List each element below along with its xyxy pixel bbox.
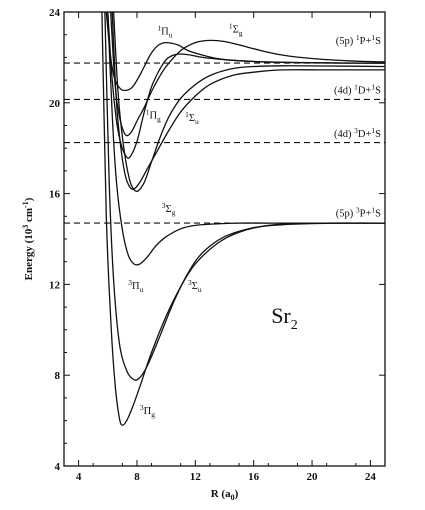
- asymptote-prefix: (5p): [336, 208, 356, 219]
- x-tick-label: 16: [248, 471, 260, 483]
- state-label-1u-sigma: 1Σu: [185, 110, 199, 126]
- state-label-sup: 3: [140, 403, 144, 412]
- asymptote-sup1: 3: [354, 126, 358, 135]
- state-label-symbol: Σ: [192, 281, 198, 292]
- asymptote-sup2: 1: [371, 33, 375, 42]
- state-label-sup: 3: [162, 201, 166, 210]
- y-tick-label: 24: [49, 7, 61, 19]
- molecule-label: Sr2: [271, 303, 298, 333]
- state-label-sup: 1: [157, 24, 161, 33]
- state-label-sup: 3: [188, 278, 192, 287]
- state-label-sub: u: [169, 31, 173, 40]
- ticks-layer: [64, 11, 386, 467]
- asymptote-prefix: (4d): [334, 129, 354, 140]
- y-axis-title-sup2: -1: [21, 201, 30, 208]
- curve-1u-sigma: [112, 12, 385, 192]
- state-label-3g-sigma: 3Σg: [162, 201, 176, 217]
- curves-layer: [101, 12, 385, 426]
- y-axis-title-main: Energy (10: [23, 228, 35, 280]
- asymptote-sup2: 1: [371, 83, 375, 92]
- x-axis-title-sub: 0: [231, 493, 235, 502]
- asymptote-term1: P+: [360, 36, 372, 47]
- x-tick-label: 12: [190, 471, 202, 483]
- molecule-label-sub: 2: [291, 318, 298, 333]
- asymptote-term2: S: [375, 36, 381, 47]
- asymptote-term2: S: [375, 129, 381, 140]
- asymptote-label-0: (5p) 1P+1S: [336, 33, 381, 47]
- asymptote-term1: D+: [358, 86, 372, 97]
- asymptote-label-2: (4d) 3D+1S: [334, 126, 381, 140]
- asymptote-sup1: 3: [356, 205, 360, 214]
- asymptote-sup2: 1: [371, 205, 375, 214]
- state-label-sup: 3: [128, 278, 132, 287]
- state-label-sub: u: [198, 285, 202, 294]
- state-label-symbol: Π: [132, 281, 140, 292]
- curve-1g-sigma: [110, 12, 385, 137]
- x-tick-label: 24: [365, 471, 377, 483]
- y-axis-title-close: ): [23, 197, 35, 201]
- y-tick-label: 12: [49, 279, 61, 291]
- state-label-sub: g: [157, 115, 161, 124]
- state-label-sub: u: [140, 285, 144, 294]
- state-label-3g-pi: 3Πg: [140, 403, 155, 419]
- state-label-symbol: Σ: [189, 113, 195, 124]
- x-axis-title: R (a0): [211, 488, 239, 502]
- y-tick-label: 8: [55, 370, 61, 382]
- asymptote-sup1: 1: [356, 33, 360, 42]
- state-label-3u-pi: 3Πu: [128, 278, 143, 294]
- state-label-sub: g: [151, 410, 155, 419]
- state-label-sub: g: [172, 208, 176, 217]
- y-tick-label: 16: [49, 189, 61, 201]
- molecule-label-main: Sr: [271, 303, 291, 328]
- state-label-symbol: Σ: [166, 204, 172, 215]
- asymptote-lines-layer: [64, 62, 385, 224]
- x-tick-label: 20: [307, 471, 319, 483]
- state-label-sub: u: [195, 117, 199, 126]
- asymptote-term1: P+: [360, 208, 372, 219]
- state-label-1g-sigma: 1Σg: [229, 21, 243, 37]
- labels-layer: (5p) 1P+1S(4d) 1D+1S(4d) 3D+1S(5p) 3P+1S…: [21, 7, 381, 502]
- x-axis-title-main: R (a: [211, 488, 231, 500]
- asymptote-label-1: (4d) 1D+1S: [334, 83, 381, 97]
- asymptote-prefix: (4d): [334, 86, 354, 97]
- asymptote-term2: S: [375, 208, 381, 219]
- state-label-sub: g: [239, 28, 243, 37]
- asymptote-sup1: 1: [354, 83, 358, 92]
- curve-3u-pi: [104, 12, 385, 381]
- y-axis-title: Energy (103 cm-1): [21, 197, 35, 280]
- state-label-symbol: Π: [149, 111, 157, 122]
- y-axis-title-unit: cm: [23, 208, 35, 225]
- state-label-sup: 1: [229, 21, 233, 30]
- asymptote-sup2: 1: [371, 126, 375, 135]
- asymptote-label-3: (5p) 3P+1S: [336, 205, 381, 219]
- y-tick-label: 20: [49, 98, 61, 110]
- curve-1u-pi: [105, 12, 385, 92]
- state-label-symbol: Σ: [233, 24, 239, 35]
- state-label-sup: 1: [185, 110, 189, 119]
- curve-3g-sigma: [111, 12, 385, 191]
- asymptote-term2: S: [375, 86, 381, 97]
- x-axis-title-end: ): [235, 488, 239, 500]
- state-label-1g-pi: 1Πg: [146, 108, 161, 124]
- y-axis-title-sup: 3: [21, 225, 30, 229]
- state-label-1u-pi: 1Πu: [157, 24, 172, 40]
- x-tick-label: 8: [134, 471, 140, 483]
- state-label-sup: 1: [146, 108, 150, 117]
- state-label-3u-sigma: 3Σu: [188, 278, 202, 294]
- y-tick-label: 4: [55, 461, 61, 473]
- state-label-symbol: Π: [161, 27, 169, 38]
- asymptote-term1: D+: [358, 129, 372, 140]
- state-label-symbol: Π: [144, 406, 152, 417]
- x-tick-label: 4: [76, 471, 82, 483]
- asymptote-prefix: (5p): [336, 36, 356, 47]
